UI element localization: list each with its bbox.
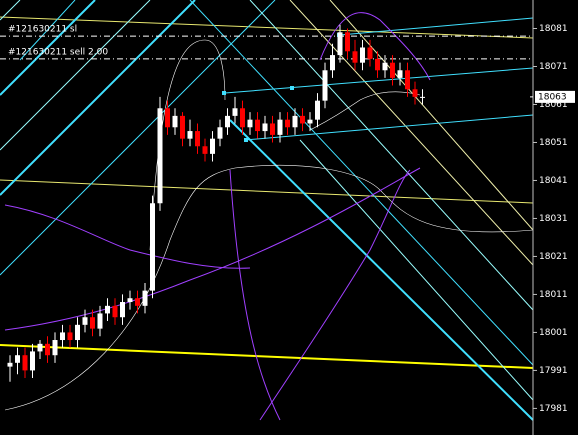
candle-body [322, 70, 328, 101]
candle-body [135, 298, 140, 306]
candle-body [75, 324, 80, 341]
y-tick-label: 18041 [539, 176, 568, 186]
candle-body [105, 305, 110, 314]
candle-body [120, 302, 125, 318]
order-label: #121630211 sl [8, 25, 77, 35]
candle-body [52, 340, 58, 356]
y-tick-label: 17991 [539, 366, 568, 376]
candle-body [112, 305, 118, 318]
candle-body [405, 70, 410, 90]
y-tick-label: 18051 [539, 138, 568, 148]
y-tick-label: 18031 [539, 214, 568, 224]
candle-body [30, 351, 35, 371]
candle-body [277, 119, 283, 135]
candle-body [150, 203, 155, 291]
y-tick-label: 18001 [539, 328, 568, 338]
y-tick-label: 18061 [539, 100, 568, 110]
candle-body [345, 32, 350, 52]
candle-body [165, 108, 170, 128]
candle-body [360, 47, 365, 63]
candle-body [157, 108, 163, 204]
candle-body [382, 62, 388, 71]
candle-body [172, 115, 178, 128]
candle-body [247, 119, 253, 128]
candle-body [420, 96, 425, 98]
candle-body [397, 70, 403, 78]
candle-body [285, 119, 290, 128]
candle-body [232, 108, 238, 116]
price-box [535, 90, 575, 103]
y-tick-label: 18081 [539, 24, 568, 34]
candle-body [367, 47, 373, 59]
candle-body [262, 123, 268, 132]
candle-body [255, 119, 260, 132]
candle-body [225, 115, 230, 128]
price-label: 18063 [538, 92, 567, 102]
candle-body [375, 58, 380, 71]
y-tick-label: 17981 [539, 404, 568, 414]
candle-body [142, 290, 148, 306]
candle-body [240, 108, 245, 128]
candle-body [60, 332, 65, 341]
y-tick-label: 18011 [539, 290, 568, 300]
candle-body [337, 32, 343, 56]
candle-body [202, 146, 208, 154]
candle-body [90, 317, 95, 329]
candle-body [330, 55, 335, 71]
candle-body [300, 115, 305, 124]
candle-body [37, 343, 43, 352]
candle-body [187, 131, 193, 139]
candle-body [15, 355, 20, 363]
candle-body [180, 115, 185, 139]
candle-body [7, 362, 13, 367]
candle-body [390, 62, 395, 78]
candle-body [292, 115, 298, 128]
y-tick-label: 18071 [539, 62, 568, 72]
drawings [0, 0, 534, 435]
candle-body [82, 317, 88, 325]
candle-body [45, 343, 50, 356]
candle-body [22, 355, 28, 371]
candle-body [270, 123, 275, 135]
candle-body [315, 100, 320, 120]
order-label: #121630211 sell 2.00 [8, 47, 108, 57]
candle-body [217, 127, 223, 139]
candle-body [195, 131, 200, 147]
candle-body [97, 313, 103, 329]
y-tick-label: 18021 [539, 252, 568, 262]
plot: 18081 18071 18061 18051 18041 18031 18021 18011… [0, 24, 575, 414]
candle-body [412, 89, 418, 97]
candle-body [352, 51, 358, 63]
candle-body [67, 332, 73, 341]
candle-body [127, 298, 133, 303]
candle-body [210, 138, 215, 154]
candle-body [307, 119, 313, 124]
